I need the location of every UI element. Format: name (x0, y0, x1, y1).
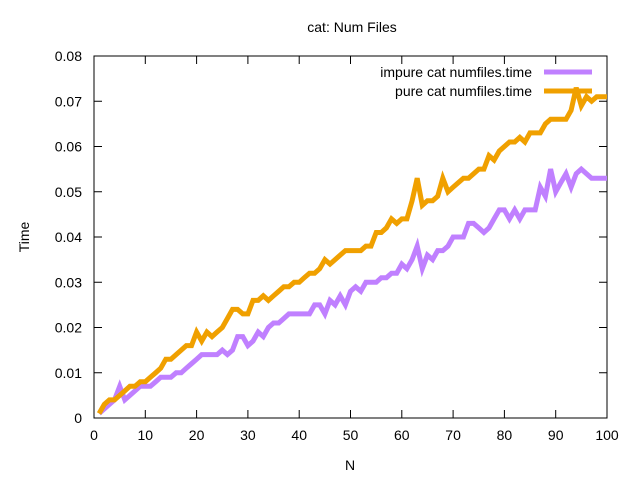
legend-label: pure cat numfiles.time (395, 83, 532, 99)
y-axis-label: Time (16, 221, 32, 252)
x-axis-label: N (345, 457, 355, 473)
series-line-2 (96, 87, 607, 415)
x-tick-label: 100 (595, 427, 619, 443)
y-axis: 0 0.01 0.02 0.03 0.04 0.05 0.06 0.07 0.08 (55, 48, 607, 426)
y-tick-label: 0.04 (55, 229, 82, 245)
x-axis: 0 10 20 30 40 50 60 70 80 90 100 (90, 56, 619, 443)
y-tick-label: 0 (74, 410, 82, 426)
legend: impure cat numfiles.time pure cat numfile… (380, 64, 592, 99)
x-tick-label: 20 (189, 427, 205, 443)
y-tick-label: 0.03 (55, 274, 82, 290)
y-tick-label: 0.06 (55, 139, 82, 155)
y-tick-label: 0.02 (55, 320, 82, 336)
x-tick-label: 10 (138, 427, 154, 443)
x-tick-label: 70 (445, 427, 461, 443)
x-tick-label: 60 (394, 427, 410, 443)
x-tick-label: 40 (291, 427, 307, 443)
x-tick-label: 0 (90, 427, 98, 443)
y-tick-label: 0.05 (55, 184, 82, 200)
y-tick-label: 0.01 (55, 365, 82, 381)
x-tick-label: 90 (548, 427, 564, 443)
y-tick-label: 0.07 (55, 93, 82, 109)
legend-label: impure cat numfiles.time (380, 64, 532, 80)
plot-frame (93, 55, 608, 419)
x-tick-label: 50 (343, 427, 359, 443)
y-tick-label: 0.08 (55, 48, 82, 64)
x-tick-label: 80 (497, 427, 513, 443)
series-line-1 (97, 165, 607, 416)
chart-title: cat: Num Files (307, 19, 396, 35)
x-tick-label: 30 (240, 427, 256, 443)
series-lines (96, 87, 607, 416)
